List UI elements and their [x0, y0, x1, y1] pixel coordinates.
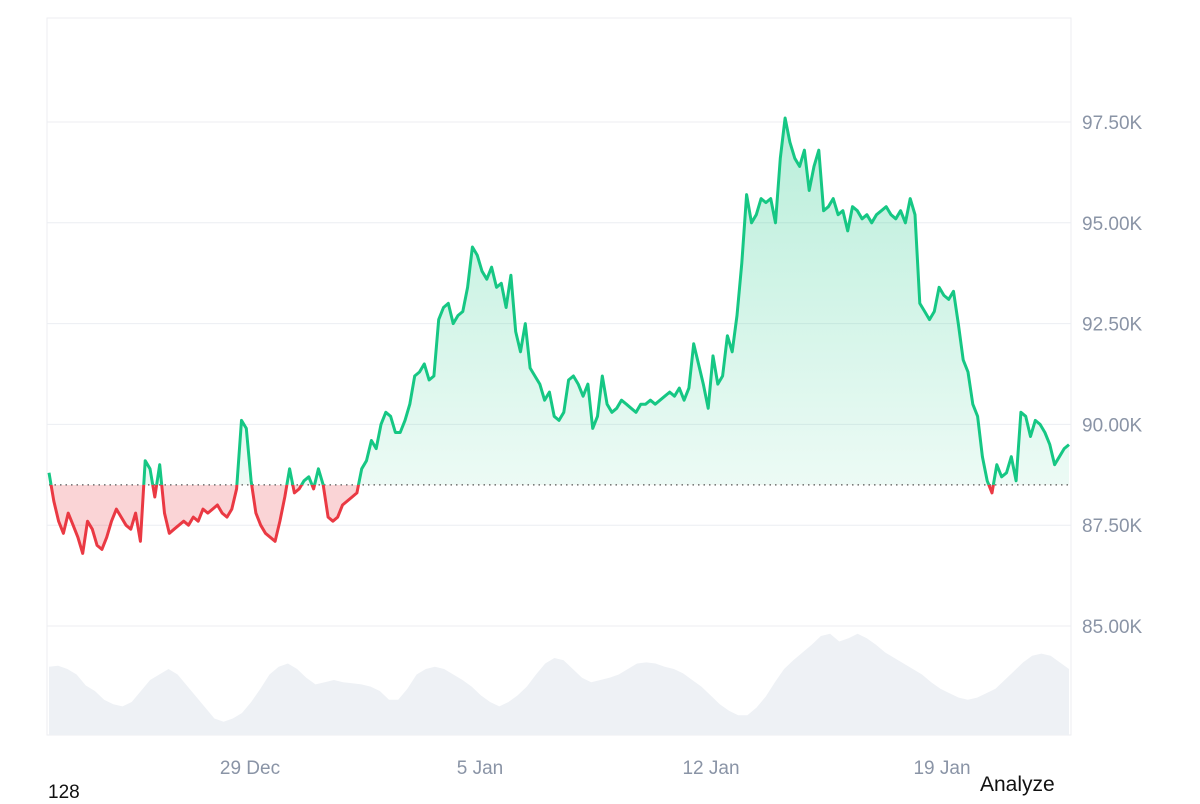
y-tick-label: 87.50K [1082, 516, 1143, 537]
y-tick-label: 95.00K [1082, 214, 1143, 235]
volume-area-layer [49, 633, 1069, 735]
price-line-layer [47, 116, 1070, 555]
footer-left-text: 128 [48, 782, 80, 803]
price-line-below [49, 484, 995, 555]
analyze-button[interactable]: Analyze [980, 773, 1055, 796]
price-area-above [49, 118, 1069, 485]
price-fill-layer [49, 118, 1069, 554]
x-tick-label: 29 Dec [220, 758, 280, 779]
volume-area [49, 633, 1069, 735]
y-tick-label: 92.50K [1082, 315, 1143, 336]
y-axis-labels: 85.00K 87.50K 90.00K 92.50K 95.00K 97.50K [1082, 113, 1143, 638]
y-tick-label: 85.00K [1082, 617, 1143, 638]
price-line-above [47, 116, 1070, 485]
x-axis-labels: 29 Dec 5 Jan 12 Jan 19 Jan [220, 758, 971, 779]
x-tick-label: 5 Jan [457, 758, 503, 779]
x-tick-label: 12 Jan [682, 758, 739, 779]
x-tick-label: 19 Jan [913, 758, 970, 779]
y-tick-label: 90.00K [1082, 415, 1143, 436]
y-tick-label: 97.50K [1082, 113, 1143, 134]
